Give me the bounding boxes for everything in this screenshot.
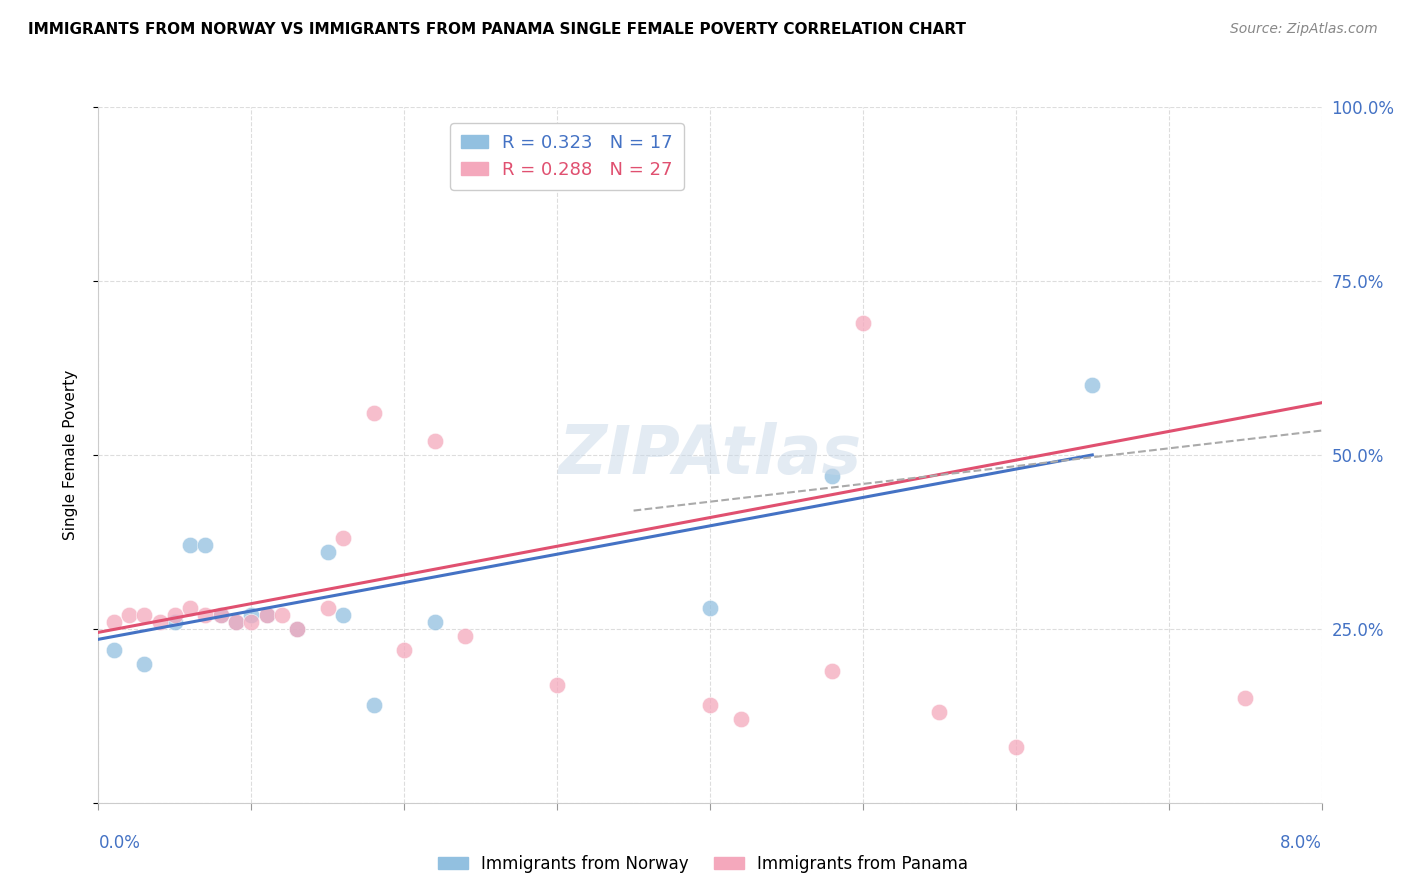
- Point: [225, 615, 247, 629]
- Point: [363, 698, 385, 713]
- Y-axis label: Single Female Poverty: Single Female Poverty: [63, 370, 77, 540]
- Point: [423, 434, 446, 448]
- Point: [103, 615, 125, 629]
- Point: [149, 615, 172, 629]
- Point: [285, 622, 308, 636]
- Point: [240, 615, 263, 629]
- Point: [1081, 378, 1104, 392]
- Point: [699, 698, 721, 713]
- Point: [285, 622, 308, 636]
- Point: [118, 607, 141, 622]
- Text: IMMIGRANTS FROM NORWAY VS IMMIGRANTS FROM PANAMA SINGLE FEMALE POVERTY CORRELATI: IMMIGRANTS FROM NORWAY VS IMMIGRANTS FRO…: [28, 22, 966, 37]
- Point: [209, 607, 232, 622]
- Point: [163, 607, 186, 622]
- Text: 0.0%: 0.0%: [98, 834, 141, 852]
- Point: [1234, 691, 1257, 706]
- Point: [240, 607, 263, 622]
- Point: [103, 642, 125, 657]
- Point: [179, 538, 201, 552]
- Point: [134, 607, 156, 622]
- Text: ZIPAtlas: ZIPAtlas: [558, 422, 862, 488]
- Point: [270, 607, 294, 622]
- Point: [332, 607, 354, 622]
- Point: [821, 468, 844, 483]
- Point: [1004, 740, 1026, 755]
- Point: [392, 642, 416, 657]
- Text: 8.0%: 8.0%: [1279, 834, 1322, 852]
- Point: [316, 545, 339, 559]
- Point: [423, 615, 446, 629]
- Point: [454, 629, 477, 643]
- Legend: R = 0.323   N = 17, R = 0.288   N = 27: R = 0.323 N = 17, R = 0.288 N = 27: [450, 123, 683, 190]
- Point: [194, 607, 217, 622]
- Point: [163, 615, 186, 629]
- Point: [332, 532, 354, 546]
- Text: Source: ZipAtlas.com: Source: ZipAtlas.com: [1230, 22, 1378, 37]
- Legend: Immigrants from Norway, Immigrants from Panama: Immigrants from Norway, Immigrants from …: [432, 848, 974, 880]
- Point: [821, 664, 844, 678]
- Point: [852, 316, 875, 330]
- Point: [256, 607, 278, 622]
- Point: [194, 538, 217, 552]
- Point: [316, 601, 339, 615]
- Point: [699, 601, 721, 615]
- Point: [730, 712, 752, 726]
- Point: [546, 677, 568, 691]
- Point: [256, 607, 278, 622]
- Point: [134, 657, 156, 671]
- Point: [179, 601, 201, 615]
- Point: [225, 615, 247, 629]
- Point: [928, 706, 950, 720]
- Point: [209, 607, 232, 622]
- Point: [363, 406, 385, 420]
